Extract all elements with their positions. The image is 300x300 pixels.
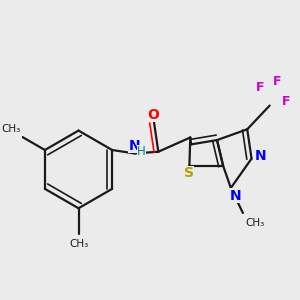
Text: N: N [229,189,241,203]
Text: H: H [137,145,146,158]
Text: CH₃: CH₃ [245,218,264,228]
Text: O: O [147,108,159,122]
Text: S: S [184,166,194,180]
Text: N: N [129,139,140,153]
Text: CH₃: CH₃ [1,124,20,134]
Text: N: N [255,149,267,164]
Text: F: F [273,75,282,88]
Text: F: F [282,95,290,108]
Text: CH₃: CH₃ [69,239,88,249]
Text: F: F [256,81,264,94]
